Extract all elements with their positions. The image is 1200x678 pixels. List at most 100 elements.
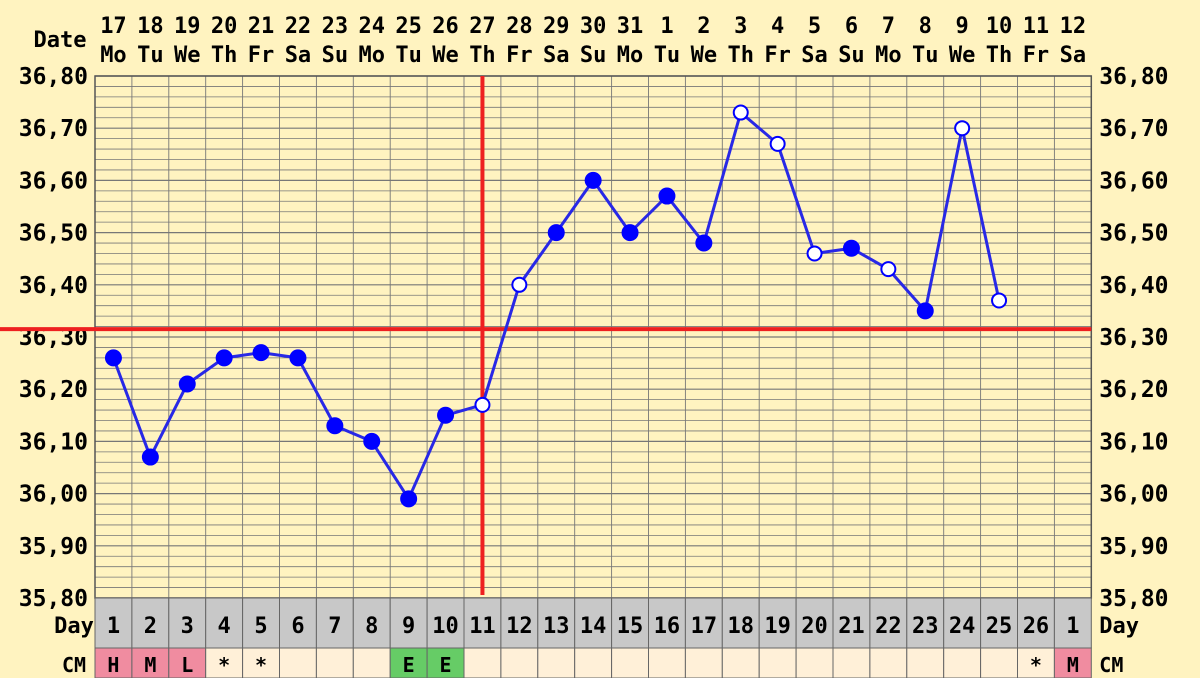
weekday-label: Sa <box>1060 43 1087 68</box>
weekday-label: We <box>691 43 718 68</box>
cm-value-label: * <box>255 653 267 677</box>
cm-cell <box>795 647 834 678</box>
cm-value-label: * <box>1030 653 1042 677</box>
weekday-label: Sa <box>285 43 312 68</box>
date-number-label: 31 <box>617 14 644 39</box>
day-cell <box>1017 597 1055 649</box>
day-number-label: 17 <box>691 614 718 639</box>
y-tick-label-right: 35,90 <box>1099 534 1168 560</box>
date-number-label: 18 <box>137 14 164 39</box>
day-number-label: 13 <box>543 614 570 639</box>
weekday-label: Mo <box>359 43 386 68</box>
weekday-label: Th <box>469 43 496 68</box>
cm-value-label: M <box>1067 653 1079 677</box>
day-number-label: 1 <box>1066 614 1079 639</box>
y-tick-label-right: 36,80 <box>1099 64 1168 90</box>
date-number-label: 26 <box>432 14 459 39</box>
y-tick-label-left: 35,90 <box>19 534 88 560</box>
y-tick-label-left: 35,80 <box>19 586 88 612</box>
date-number-label: 2 <box>697 14 710 39</box>
temperature-point <box>141 448 159 466</box>
temperature-point-open <box>474 396 491 413</box>
y-tick-label-left: 36,80 <box>19 64 88 90</box>
date-number-label: 12 <box>1060 14 1087 39</box>
cm-cell <box>1017 647 1055 678</box>
temperature-point <box>326 417 344 435</box>
temperature-point <box>621 224 639 242</box>
day-cell <box>1053 597 1092 649</box>
cm-cell <box>980 647 1018 678</box>
weekday-label: Th <box>211 43 238 68</box>
cm-cell <box>943 647 982 678</box>
cm-value-label: H <box>107 653 119 677</box>
day-number-label: 6 <box>291 614 304 639</box>
day-cell <box>980 597 1018 649</box>
cm-value-label: L <box>181 653 193 677</box>
cm-cell <box>869 647 908 678</box>
date-number-label: 23 <box>322 14 349 39</box>
day-number-label: 4 <box>218 614 231 639</box>
cm-value-label: * <box>218 653 230 677</box>
day-number-label: 3 <box>181 614 194 639</box>
cm-cell <box>205 647 244 678</box>
weekday-label: Su <box>838 43 865 68</box>
temperature-point-open <box>511 276 528 293</box>
temperature-point <box>658 187 676 205</box>
y-tick-label-right: 36,70 <box>1099 116 1168 142</box>
weekday-label: Tu <box>912 43 939 68</box>
weekday-label: Th <box>728 43 755 68</box>
temperature-point-open <box>991 292 1008 309</box>
weekday-label: Fr <box>1023 43 1050 68</box>
weekday-label: We <box>432 43 459 68</box>
date-number-label: 6 <box>845 14 858 39</box>
temperature-point-open <box>954 120 971 137</box>
day-number-label: 26 <box>1023 614 1050 639</box>
day-cell <box>389 597 428 649</box>
date-number-label: 11 <box>1023 14 1050 39</box>
temperature-point <box>437 406 455 424</box>
y-tick-label-right: 36,20 <box>1099 377 1168 403</box>
date-number-label: 7 <box>882 14 895 39</box>
day-number-label: 15 <box>617 614 644 639</box>
day-number-label: 12 <box>506 614 533 639</box>
y-tick-label-left: 36,40 <box>19 273 88 299</box>
temperature-point <box>289 349 307 367</box>
temperature-point <box>842 239 860 257</box>
cm-cell <box>131 647 170 678</box>
y-tick-label-left: 36,20 <box>19 377 88 403</box>
cm-value-label: M <box>144 653 156 677</box>
cm-cell <box>906 647 945 678</box>
cm-cell <box>279 647 317 678</box>
cm-cell <box>500 647 539 678</box>
weekday-label: Th <box>986 43 1013 68</box>
day-cell <box>315 597 354 649</box>
y-tick-label-left: 36,50 <box>19 221 88 247</box>
day-number-label: 23 <box>912 614 939 639</box>
cm-value-label: E <box>440 653 452 677</box>
day-row-label-left: Day <box>54 614 94 639</box>
day-cell <box>279 597 317 649</box>
date-number-label: 29 <box>543 14 570 39</box>
date-number-label: 3 <box>734 14 747 39</box>
weekday-label: Sa <box>801 43 828 68</box>
cm-value-label: E <box>403 653 415 677</box>
y-tick-label-right: 36,30 <box>1099 325 1168 351</box>
cm-cell <box>242 647 281 678</box>
y-tick-label-right: 36,10 <box>1099 429 1168 455</box>
cm-cell <box>389 647 428 678</box>
y-tick-label-right: 36,00 <box>1099 482 1168 508</box>
weekday-label: Su <box>322 43 349 68</box>
day-cell <box>648 597 686 649</box>
weekday-label: We <box>174 43 201 68</box>
cm-cell <box>1053 647 1092 678</box>
y-tick-label-left: 36,10 <box>19 429 88 455</box>
day-cell <box>721 597 760 649</box>
temperature-point <box>695 234 713 252</box>
date-number-label: 8 <box>919 14 932 39</box>
cm-cell <box>684 647 723 678</box>
weekday-label: Fr <box>248 43 275 68</box>
date-number-label: 22 <box>285 14 312 39</box>
date-number-label: 28 <box>506 14 533 39</box>
day-number-label: 20 <box>801 614 828 639</box>
